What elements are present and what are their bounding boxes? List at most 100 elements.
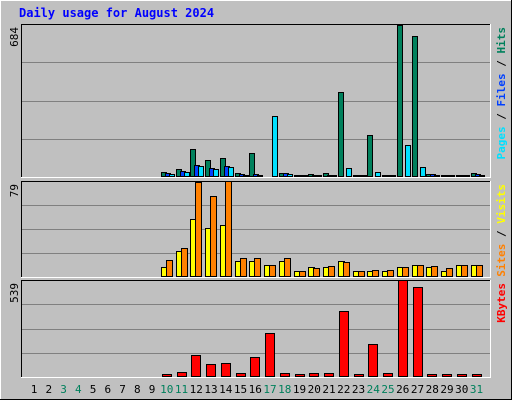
legend: KBytes — [495, 283, 508, 323]
x-tick-label: 25 — [381, 383, 394, 396]
bar-kbytes-29 — [442, 374, 452, 377]
legend-item: Sites — [495, 244, 508, 277]
bar-pages-18 — [287, 174, 293, 177]
bar-pages-25 — [390, 175, 396, 177]
x-tick-label: 9 — [149, 383, 156, 396]
bar-kbytes-16 — [250, 357, 260, 377]
x-tick-label: 30 — [455, 383, 468, 396]
bar-sites-26 — [402, 267, 409, 277]
bar-sites-31 — [476, 265, 483, 277]
legend-item: / — [495, 107, 508, 127]
x-tick-label: 28 — [426, 383, 439, 396]
bar-kbytes-18 — [280, 373, 290, 377]
x-tick-label: 31 — [470, 383, 483, 396]
x-tick-label: 6 — [104, 383, 111, 396]
bar-pages-17 — [272, 116, 278, 177]
bar-pages-19 — [302, 175, 308, 177]
x-tick-label: 12 — [190, 383, 203, 396]
bar-kbytes-12 — [191, 355, 201, 377]
x-tick-label: 7 — [119, 383, 126, 396]
bar-kbytes-21 — [324, 373, 334, 377]
x-tick-label: 16 — [249, 383, 262, 396]
bar-kbytes-23 — [354, 374, 364, 377]
bar-pages-21 — [331, 175, 337, 177]
bar-pages-22 — [346, 168, 352, 177]
bar-pages-14 — [228, 167, 234, 177]
bar-sites-29 — [446, 268, 453, 277]
chart-title: Daily usage for August 2024 — [19, 6, 214, 20]
bar-sites-12 — [195, 182, 202, 277]
bar-hits-16 — [249, 153, 255, 177]
bar-pages-10 — [169, 174, 175, 177]
bar-pages-16 — [257, 175, 263, 177]
x-tick-label: 11 — [175, 383, 188, 396]
x-tick-label: 27 — [411, 383, 424, 396]
bar-sites-27 — [417, 265, 424, 277]
bar-kbytes-26 — [398, 280, 408, 377]
visits-panel: 79 Sites / Visits — [8, 181, 508, 278]
bar-sites-23 — [358, 271, 365, 277]
bar-kbytes-19 — [295, 374, 305, 377]
bar-kbytes-17 — [265, 333, 275, 377]
bar-sites-19 — [299, 271, 306, 277]
y-max-label: 79 — [8, 184, 21, 197]
y-max-label: 684 — [8, 27, 21, 47]
x-tick-label: 15 — [234, 383, 247, 396]
x-tick-label: 24 — [367, 383, 381, 396]
legend-item: / — [495, 224, 508, 244]
bar-pages-15 — [243, 175, 249, 177]
bar-kbytes-10 — [162, 374, 172, 377]
x-tick-label: 23 — [352, 383, 365, 396]
x-tick-label: 29 — [440, 383, 453, 396]
x-tick-label: 17 — [263, 383, 276, 396]
bar-sites-17 — [269, 265, 276, 277]
bar-kbytes-15 — [236, 373, 246, 377]
x-axis-day-labels: 1 2 3 4 5 6 7 8 9 10 11 12 13 14 15 16 17 18 19 20 21 22 23 24 2… — [31, 383, 483, 396]
bar-hits-24 — [367, 135, 373, 177]
x-tick-label: 18 — [278, 383, 291, 396]
bar-sites-11 — [181, 248, 188, 277]
bar-pages-23 — [361, 175, 367, 177]
legend-item: Pages — [495, 126, 508, 159]
x-tick-label: 5 — [90, 383, 97, 396]
legend-item: / — [495, 54, 508, 74]
bar-sites-24 — [372, 270, 379, 277]
legend: Sites / Visits — [495, 184, 508, 277]
bar-pages-27 — [420, 167, 426, 177]
bar-kbytes-27 — [413, 287, 423, 377]
bar-sites-28 — [431, 266, 438, 277]
legend-item: Files — [495, 73, 508, 106]
x-tick-label: 13 — [204, 383, 217, 396]
x-tick-label: 22 — [337, 383, 350, 396]
bar-pages-31 — [479, 175, 485, 177]
bar-kbytes-13 — [206, 364, 216, 377]
x-tick-label: 2 — [45, 383, 52, 396]
bar-sites-25 — [387, 270, 394, 277]
x-tick-label: 8 — [134, 383, 141, 396]
bar-hits-22 — [338, 92, 344, 177]
bar-sites-18 — [284, 258, 291, 277]
x-tick-label: 1 — [31, 383, 38, 396]
legend: Pages / Files / Hits — [495, 27, 508, 160]
bar-kbytes-11 — [177, 372, 187, 377]
bar-sites-20 — [313, 268, 320, 277]
bar-sites-15 — [240, 258, 247, 277]
bar-kbytes-22 — [339, 311, 349, 377]
y-max-label: 539 — [8, 283, 21, 303]
bar-sites-30 — [461, 265, 468, 277]
bar-hits-27 — [412, 36, 418, 177]
kbytes-panel: 539 KBytes — [8, 280, 508, 378]
bar-sites-16 — [254, 258, 261, 277]
bar-kbytes-14 — [221, 363, 231, 377]
bar-pages-11 — [184, 172, 190, 177]
bar-kbytes-25 — [383, 373, 393, 377]
bar-pages-12 — [198, 166, 204, 177]
bar-sites-13 — [210, 196, 217, 277]
bar-kbytes-30 — [457, 374, 467, 377]
bar-hits-26 — [397, 25, 403, 177]
x-tick-label: 21 — [322, 383, 335, 396]
hits-panel: 684 Pages / Files / Hits — [8, 24, 508, 178]
chart-panels: 684 Pages / Files / Hits 79 Sites / Visits 5… — [8, 24, 508, 378]
x-tick-label: 26 — [396, 383, 409, 396]
